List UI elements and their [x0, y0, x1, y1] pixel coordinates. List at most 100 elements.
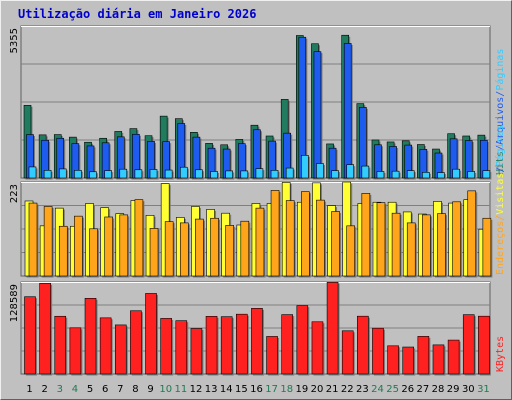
- pages-bar-29: [452, 168, 460, 179]
- kbytes-bar-29: [447, 339, 460, 375]
- kbytes-bar-1: [24, 296, 36, 375]
- hosts-bar-14: [225, 225, 234, 277]
- pages-bar-23: [361, 165, 370, 179]
- kbytes-bar-12: [190, 328, 203, 375]
- day-label-9: 9: [147, 384, 153, 395]
- kbytes-bar-25: [387, 345, 399, 375]
- hosts-bar-19: [301, 191, 310, 277]
- middle-legend-item-3: /: [495, 167, 506, 173]
- day-label-3: 3: [57, 384, 63, 395]
- day-label-20: 20: [311, 384, 324, 395]
- hosts-bar-24: [376, 202, 386, 277]
- pages-bar-15: [240, 170, 249, 179]
- bottom-legend-item-0: KBytes: [495, 336, 506, 372]
- kbytes-bar-30: [462, 314, 475, 375]
- hosts-bar-9: [149, 228, 159, 277]
- day-label-5: 5: [87, 384, 93, 395]
- day-label-22: 22: [341, 384, 354, 395]
- pages-bar-25: [391, 170, 400, 179]
- pages-bar-28: [437, 172, 445, 179]
- day-label-2: 2: [42, 384, 48, 395]
- kbytes-bar-6: [99, 317, 112, 375]
- day-label-18: 18: [280, 384, 293, 395]
- hosts-bar-11: [179, 222, 189, 277]
- hosts-bar-7: [119, 214, 129, 277]
- hosts-bar-22: [346, 225, 356, 277]
- pages-bar-12: [195, 169, 203, 179]
- hosts-bar-1: [28, 202, 38, 277]
- pages-bar-27: [422, 172, 430, 179]
- pages-bar-13: [210, 171, 218, 179]
- pages-bar-16: [255, 168, 264, 179]
- top-legend-item-1: /: [495, 145, 506, 151]
- day-label-29: 29: [447, 384, 460, 395]
- day-label-30: 30: [462, 384, 475, 395]
- day-label-17: 17: [265, 384, 278, 395]
- pages-bar-18: [285, 167, 294, 179]
- day-label-15: 15: [235, 384, 248, 395]
- top-legend: Hits/Arquivos/Páginas: [494, 49, 506, 175]
- kbytes-bar-28: [432, 344, 445, 375]
- day-label-11: 11: [174, 384, 187, 395]
- pages-bar-6: [104, 170, 112, 179]
- kbytes-bar-4: [69, 327, 82, 375]
- kbytes-bar-19: [296, 305, 309, 375]
- kbytes-bar-20: [311, 321, 324, 375]
- kbytes-bar-21: [326, 282, 339, 375]
- chart-title: Utilização diária em Janeiro 2026: [18, 7, 256, 21]
- pages-bar-17: [270, 170, 279, 179]
- pages-bar-8: [134, 169, 143, 179]
- top-legend-item-4: Páginas: [494, 49, 506, 91]
- bottom-y-max-label: 128589: [9, 284, 20, 322]
- hosts-bar-5: [89, 228, 98, 277]
- middle-legend-item-1: /: [495, 215, 506, 221]
- hosts-bar-17: [270, 190, 280, 277]
- hosts-bar-27: [422, 214, 431, 277]
- top-y-max-label: 5355: [9, 28, 20, 53]
- top-legend-item-0: Hits: [495, 151, 506, 175]
- kbytes-bar-24: [372, 327, 384, 375]
- pages-bar-31: [482, 170, 491, 179]
- kbytes-bar-22: [341, 330, 354, 375]
- pages-bar-30: [467, 171, 476, 179]
- day-label-31: 31: [477, 384, 490, 395]
- hosts-bar-31: [482, 217, 492, 277]
- hosts-bar-10: [164, 221, 174, 277]
- hosts-bar-8: [134, 199, 144, 277]
- kbytes-bar-27: [417, 336, 430, 375]
- hosts-bar-16: [255, 207, 265, 277]
- pages-bar-3: [58, 168, 67, 179]
- kbytes-bar-31: [478, 315, 490, 375]
- pages-bar-26: [406, 170, 415, 179]
- bottom-legend: KBytes: [495, 336, 506, 372]
- day-label-1: 1: [26, 384, 32, 395]
- day-label-26: 26: [401, 384, 414, 395]
- middle-legend: Endereços/Visitas/Páginas: [494, 124, 506, 275]
- top-legend-item-3: /: [495, 91, 506, 97]
- day-label-28: 28: [432, 384, 445, 395]
- day-label-4: 4: [72, 384, 78, 395]
- middle-legend-item-4: Páginas: [494, 124, 506, 166]
- hosts-bar-23: [361, 193, 371, 277]
- kbytes-bar-11: [175, 320, 188, 375]
- hosts-bar-25: [391, 212, 401, 277]
- day-label-10: 10: [159, 384, 172, 395]
- hosts-bar-26: [406, 222, 416, 277]
- pages-bar-24: [376, 171, 385, 179]
- day-label-16: 16: [250, 384, 263, 395]
- hosts-bar-13: [210, 217, 219, 277]
- pages-bar-5: [89, 171, 97, 179]
- day-label-6: 6: [102, 384, 108, 395]
- kbytes-bar-16: [251, 308, 263, 375]
- hosts-bar-30: [467, 190, 477, 277]
- day-label-27: 27: [417, 384, 430, 395]
- pages-bar-10: [164, 169, 173, 179]
- day-label-23: 23: [356, 384, 369, 395]
- kbytes-bar-14: [220, 316, 233, 375]
- day-label-24: 24: [371, 384, 384, 395]
- hosts-bar-28: [437, 213, 446, 277]
- day-label-19: 19: [296, 384, 309, 395]
- day-label-12: 12: [190, 384, 203, 395]
- kbytes-bar-26: [402, 346, 415, 375]
